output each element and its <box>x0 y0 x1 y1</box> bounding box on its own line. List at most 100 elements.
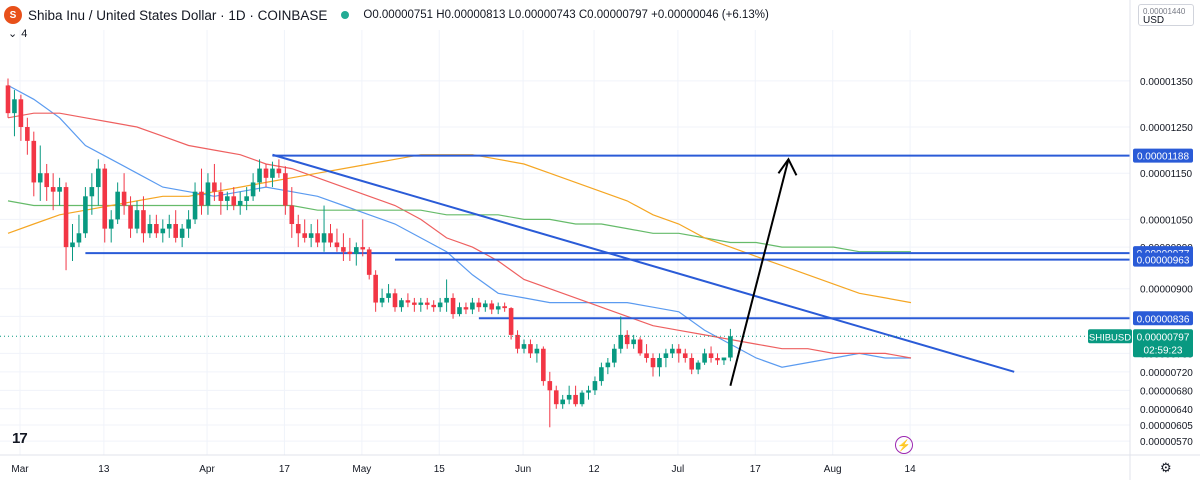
time-tick-label: 17 <box>279 464 291 475</box>
moving-average-line <box>7 84 911 368</box>
candle-body <box>199 191 204 206</box>
candle-body <box>463 307 469 310</box>
candle-body <box>244 196 249 201</box>
chart-header: S Shiba Inu / United States Dollar · 1D … <box>4 4 769 26</box>
candle-body <box>315 233 320 243</box>
candle-body <box>205 182 211 206</box>
price-tick-label: 0.00000900 <box>1140 285 1193 296</box>
candle-body <box>31 140 37 183</box>
candle-body <box>495 306 501 310</box>
candle-body <box>476 302 482 308</box>
candle-body <box>308 233 314 238</box>
candle-body <box>302 233 307 238</box>
symbol-title[interactable]: Shiba Inu / United States Dollar · 1D · … <box>28 7 328 23</box>
candle-body <box>399 300 404 308</box>
candle-body <box>83 196 88 234</box>
price-tick-label: 0.00000680 <box>1140 386 1193 397</box>
candle-body <box>437 302 443 308</box>
candle-body <box>566 394 572 400</box>
price-tick-label: 0.00001150 <box>1140 169 1193 180</box>
level-price-tag <box>1133 148 1193 163</box>
candle-body <box>631 339 636 345</box>
price-tick-label: 0.00000640 <box>1140 405 1193 416</box>
shiba-logo-icon: S <box>4 6 22 24</box>
candle-body <box>483 303 488 308</box>
candle-body <box>57 187 62 192</box>
currency-selector[interactable]: 0.00001440 USD <box>1138 4 1194 26</box>
candle-body <box>682 353 688 358</box>
candle-body <box>689 357 694 370</box>
last-price-label: 0.00000797 <box>1137 332 1190 343</box>
candle-body <box>186 219 191 229</box>
candle-body <box>573 394 578 405</box>
lightning-icon[interactable]: ⚡ <box>895 436 913 454</box>
time-tick-label: Apr <box>199 464 215 475</box>
time-tick-label: 17 <box>750 464 762 475</box>
chart-grid <box>0 30 1130 455</box>
price-tick-label: 0.00000570 <box>1140 437 1193 448</box>
candle-body <box>412 302 417 305</box>
candle-body <box>5 85 11 114</box>
candle-body <box>231 196 237 206</box>
ohlc-readout: O0.00000751 H0.00000813 L0.00000743 C0.0… <box>363 9 769 21</box>
trend-drawings <box>0 153 1130 386</box>
candle-body <box>541 348 546 382</box>
candle-body <box>663 353 669 358</box>
candle-body <box>63 187 69 248</box>
time-tick-label: 15 <box>434 464 446 475</box>
candle-body <box>96 168 101 188</box>
candle-body <box>450 297 456 315</box>
level-price-label: 0.00000963 <box>1137 256 1190 267</box>
candle-body <box>502 306 507 309</box>
time-tick-label: 12 <box>588 464 600 475</box>
candle-body <box>128 205 133 229</box>
candle-body <box>102 168 108 229</box>
price-tick-label: 0.00000720 <box>1140 368 1193 379</box>
candle-body <box>650 357 656 368</box>
candle-body <box>212 182 217 192</box>
candle-body <box>553 390 559 405</box>
candle-body <box>547 381 553 391</box>
candle-body <box>708 353 714 358</box>
support-resistance-levels <box>85 154 1130 320</box>
candle-body <box>360 247 366 250</box>
candle-body <box>76 233 82 243</box>
moving-average-line <box>7 200 911 253</box>
candle-body <box>592 381 598 391</box>
candle-body <box>373 274 378 303</box>
candle-body <box>354 247 359 255</box>
candle-body <box>147 224 153 234</box>
indicators-toggle[interactable]: ⌄ 4 <box>8 27 27 41</box>
gear-icon[interactable]: ⚙ <box>1160 460 1172 475</box>
time-tick-label: Jun <box>515 464 531 475</box>
candle-body <box>25 127 30 141</box>
candle-body <box>612 348 617 363</box>
candle-body <box>605 362 611 368</box>
candles <box>5 78 733 428</box>
price-tick-label: 0.00000605 <box>1140 421 1193 432</box>
arrow-head-icon <box>777 157 798 176</box>
downtrend-line <box>272 153 1015 373</box>
candle-body <box>328 233 333 243</box>
time-tick-label: Jul <box>672 464 685 475</box>
candle-body <box>431 304 436 308</box>
candle-body <box>676 348 682 354</box>
candle-body <box>121 191 127 206</box>
price-labels: 0.000011880.000009770.000009630.00000836… <box>1088 148 1193 358</box>
candle-body <box>347 251 353 255</box>
candle-body <box>283 173 288 206</box>
candle-body <box>521 344 527 349</box>
candle-body <box>134 210 140 229</box>
candle-body <box>237 200 243 206</box>
candle-body <box>424 302 430 305</box>
candle-body <box>225 196 230 201</box>
time-axis[interactable]: Mar 13 Apr 17 May 15 Jun 12 Jul 17 Aug 14 <box>0 454 1200 475</box>
level-price-tag <box>1133 252 1193 267</box>
candle-body <box>508 308 514 335</box>
price-tick-label: 0.00001050 <box>1140 215 1193 226</box>
candle-body <box>579 392 585 405</box>
price-axis[interactable]: 0.00001350 0.00001250 0.00001150 0.00001050… <box>1129 0 1193 480</box>
candle-body <box>154 224 159 234</box>
countdown-label: 02:59:23 <box>1144 345 1183 356</box>
